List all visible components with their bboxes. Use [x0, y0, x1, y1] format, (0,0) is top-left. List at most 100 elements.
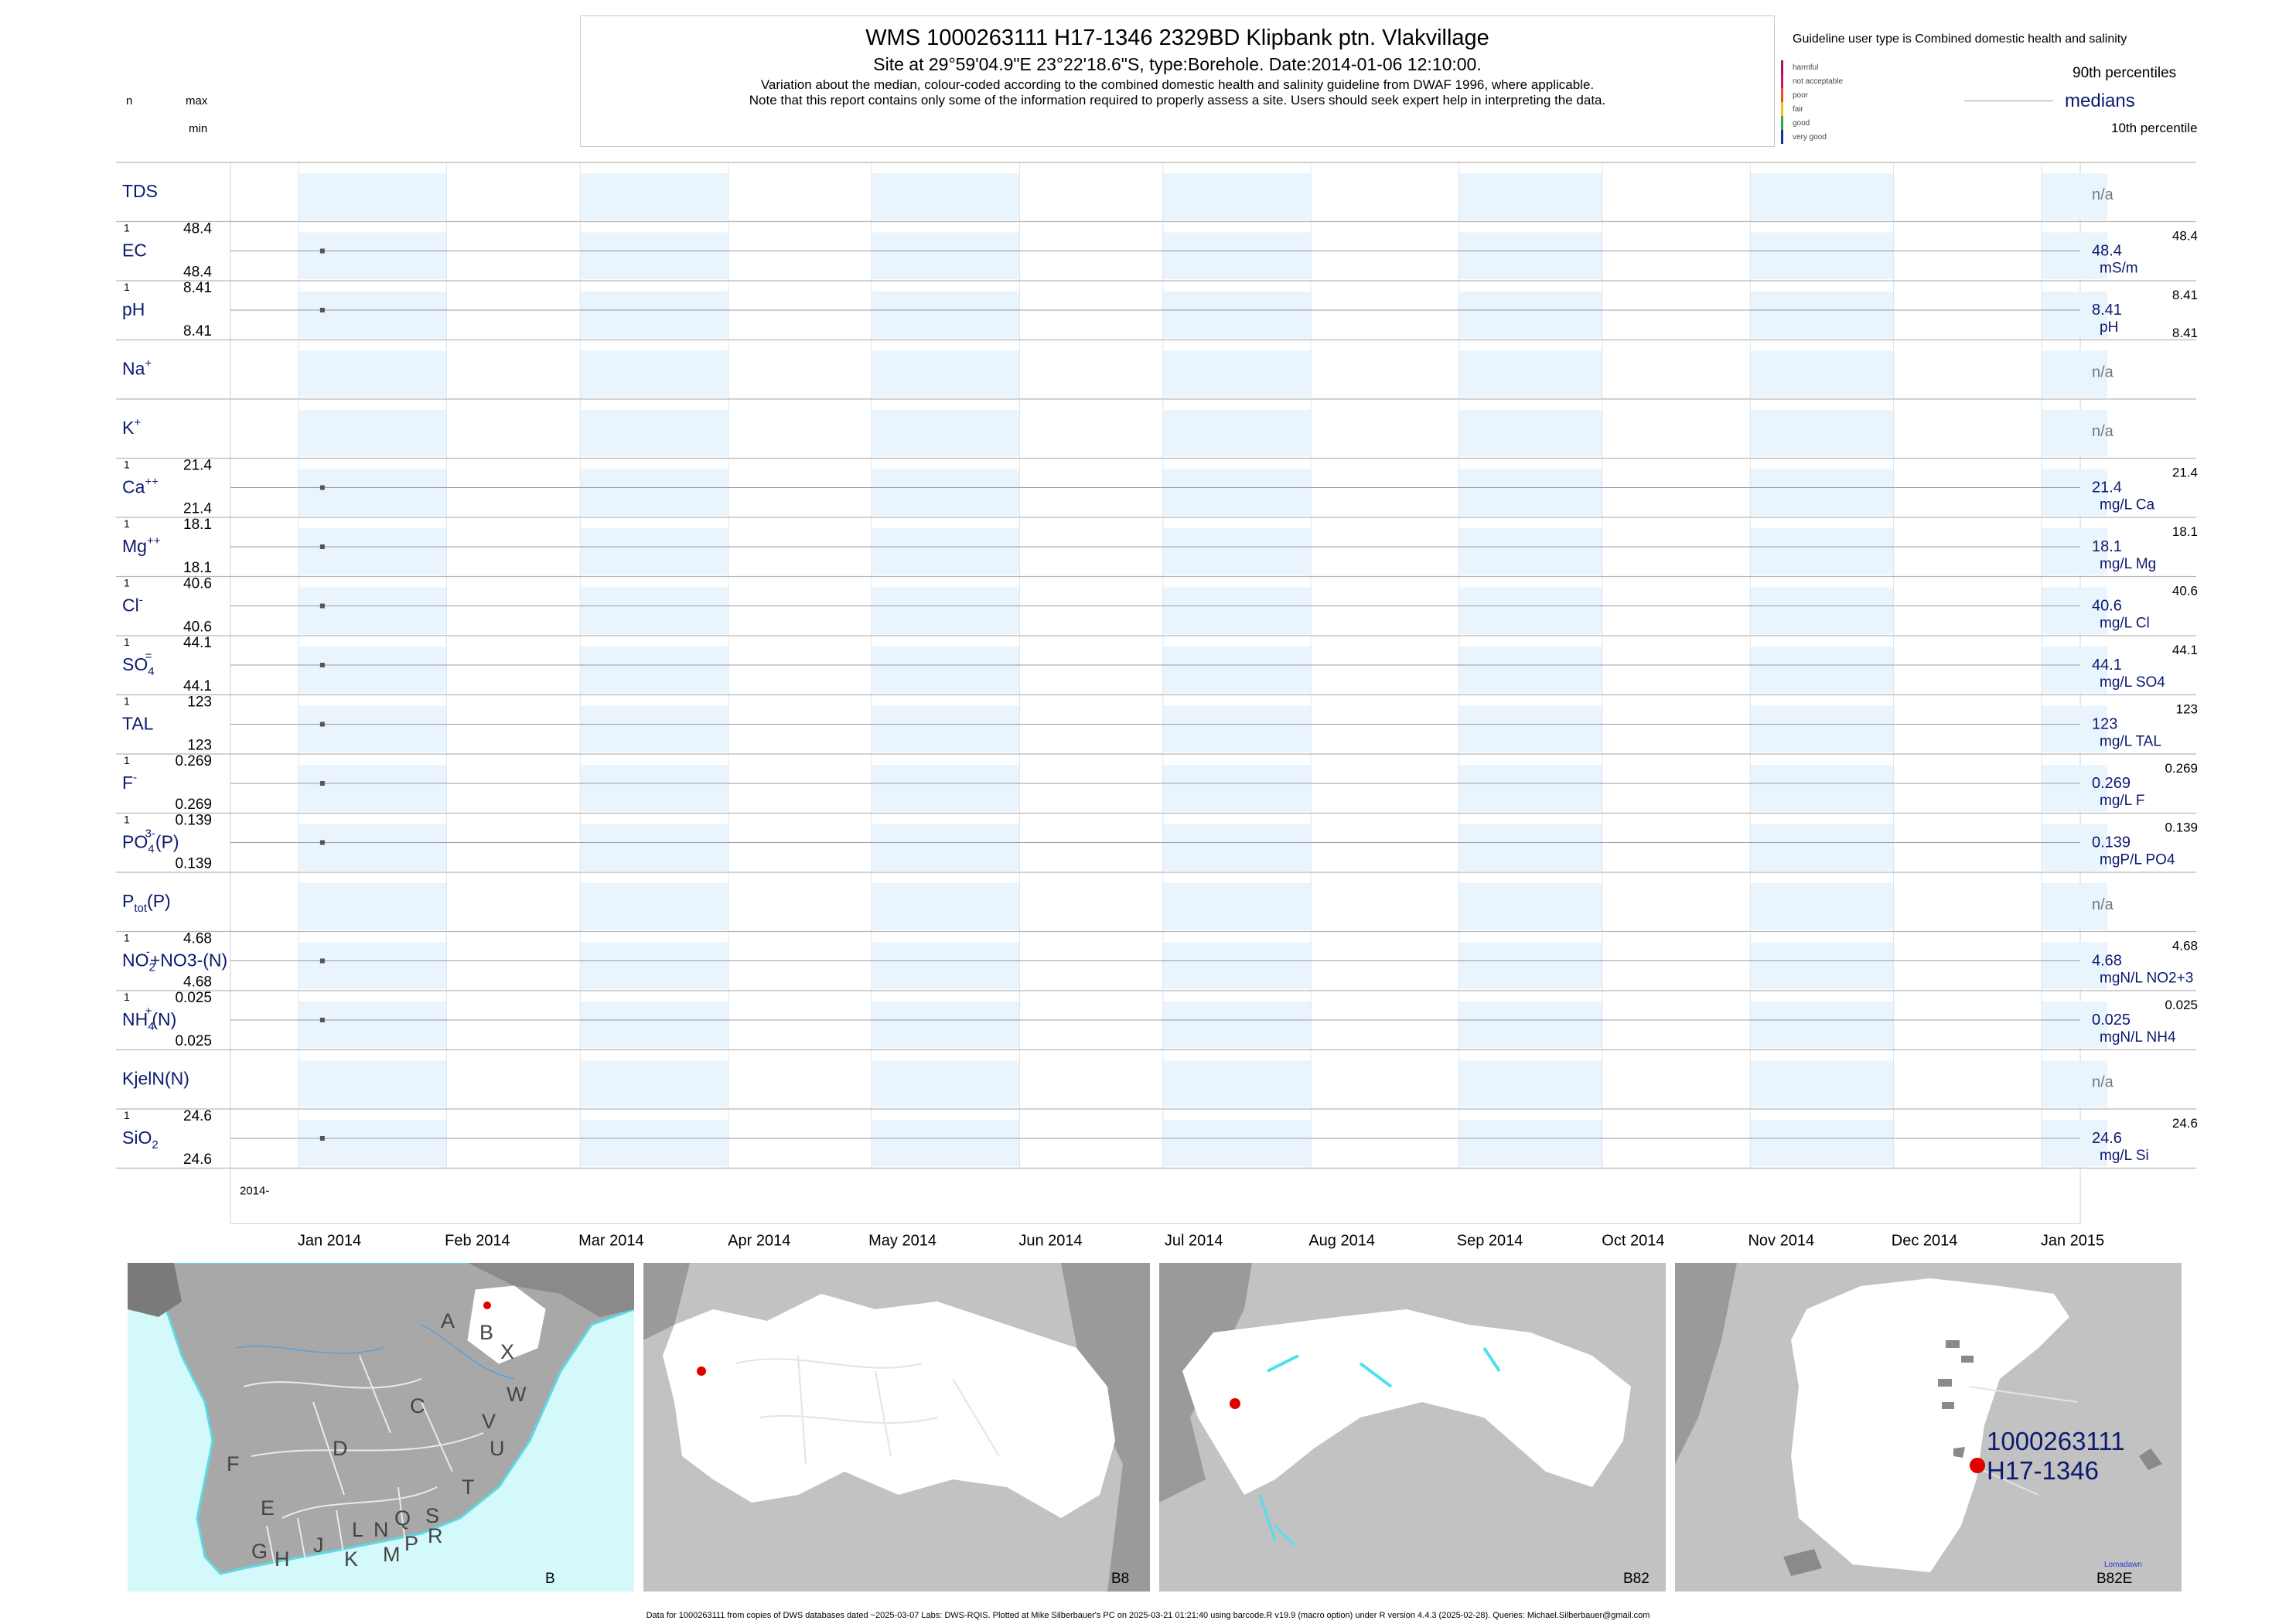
- month-band: [1750, 528, 1894, 575]
- month-band: [1458, 350, 1602, 397]
- row-label-sup: -: [133, 771, 137, 784]
- region-n: N: [374, 1518, 389, 1541]
- row-max: 24.6: [183, 1108, 212, 1124]
- row-label-name: PO: [122, 832, 148, 852]
- month-band: [1162, 1060, 1312, 1107]
- month-band: [2042, 292, 2107, 339]
- month-band: [872, 587, 1020, 634]
- month-band: [2042, 232, 2107, 279]
- month-band: [299, 469, 447, 516]
- month-band: [1458, 469, 1602, 516]
- region-a: A: [441, 1309, 455, 1332]
- month-band: [872, 292, 1020, 339]
- na-label: n/a: [2092, 423, 2114, 440]
- row-label-tail: (P): [147, 891, 171, 911]
- unit-label: mg/L Ca: [2100, 497, 2155, 513]
- row-label-name: SO: [122, 654, 148, 674]
- row-label-name: Na: [122, 359, 145, 379]
- legend-label-harmful: harmful: [1793, 63, 1819, 72]
- month-band: [1162, 173, 1312, 220]
- row-label-sub: 4: [148, 665, 154, 678]
- region-x: X: [500, 1340, 515, 1363]
- row-label-name: Mg: [122, 536, 147, 556]
- row-n: 1: [124, 517, 130, 530]
- n-header: n: [126, 94, 133, 107]
- unit-label: mgN/L NO2+3: [2100, 971, 2193, 987]
- x-tick-label: Apr 2014: [728, 1233, 790, 1250]
- month-band: [1458, 1060, 1602, 1107]
- row-label: Ca++: [122, 476, 159, 497]
- data-point: [319, 308, 325, 312]
- month-band: [872, 705, 1020, 752]
- row-tds: TDS n/a: [116, 162, 2196, 203]
- month-band: [1750, 942, 1894, 989]
- month-band: [1458, 528, 1602, 575]
- x-tick-label: Dec 2014: [1892, 1233, 1958, 1250]
- map-drainage-b82: B82: [1159, 1263, 1666, 1592]
- month-band: [1750, 587, 1894, 634]
- month-band: [872, 647, 1020, 694]
- month-band: [299, 824, 447, 871]
- row-label-sup: =: [145, 650, 152, 663]
- min-header: min: [189, 122, 208, 135]
- month-band: [1162, 587, 1312, 634]
- month-band: [580, 824, 728, 871]
- site-description: Site at 29°59'04.9"E 23°22'18.6"S, type:…: [873, 54, 1482, 74]
- month-band: [1458, 232, 1602, 279]
- month-bands: [299, 173, 2107, 1167]
- month-band: [1458, 410, 1602, 457]
- month-band: [872, 1001, 1020, 1049]
- median-value: 48.4: [2092, 243, 2122, 260]
- month-band: [2042, 765, 2107, 812]
- month-band: [299, 1001, 447, 1049]
- row-label-sup: +: [145, 1005, 152, 1018]
- region-m: M: [383, 1543, 401, 1566]
- month-band: [580, 469, 728, 516]
- row-min: 4.68: [183, 974, 212, 991]
- month-band: [580, 883, 728, 930]
- data-point: [319, 663, 325, 667]
- month-band: [872, 173, 1020, 220]
- legend-swatch-good: [1781, 116, 1783, 130]
- median-value: 4.68: [2092, 953, 2122, 970]
- footer-note: Data for 1000263111 from copies of DWS d…: [646, 1611, 1650, 1620]
- row-label: TDS: [122, 181, 158, 201]
- month-band: [2042, 350, 2107, 397]
- row-label-name: F: [122, 773, 133, 793]
- month-band: [299, 883, 447, 930]
- month-band: [1458, 824, 1602, 871]
- row-label-sub: 4: [148, 1020, 154, 1033]
- row-label-sup: ++: [147, 534, 161, 548]
- region-l: L: [352, 1518, 364, 1541]
- month-band: [1458, 587, 1602, 634]
- region-t: T: [462, 1476, 475, 1499]
- legend-label-poor: poor: [1793, 91, 1809, 100]
- p90-value: 4.68: [2172, 939, 2198, 954]
- row-label-name: NO: [122, 950, 149, 971]
- b82-site-marker: [1230, 1398, 1240, 1409]
- median-value: 0.139: [2092, 834, 2131, 851]
- median-value: 0.269: [2092, 775, 2131, 792]
- month-band: [1750, 292, 1894, 339]
- month-band: [1750, 647, 1894, 694]
- map-b82-svg: [1159, 1263, 1631, 1547]
- median-value: 21.4: [2092, 479, 2122, 496]
- month-band: [872, 410, 1020, 457]
- month-band: [299, 232, 447, 279]
- month-band: [872, 528, 1020, 575]
- region-k: K: [344, 1547, 359, 1571]
- month-band: [580, 292, 728, 339]
- row-label-sup: +: [134, 416, 141, 429]
- legend-swatch-very-good: [1781, 130, 1783, 144]
- month-band: [1458, 765, 1602, 812]
- legend-swatch-fair: [1781, 102, 1783, 116]
- month-band: [1162, 469, 1312, 516]
- month-band: [2042, 824, 2107, 871]
- unit-label: pH: [2100, 319, 2118, 336]
- month-band: [1750, 1120, 1894, 1167]
- month-band: [299, 173, 447, 220]
- row-label-name: pH: [122, 299, 145, 319]
- month-band: [1162, 647, 1312, 694]
